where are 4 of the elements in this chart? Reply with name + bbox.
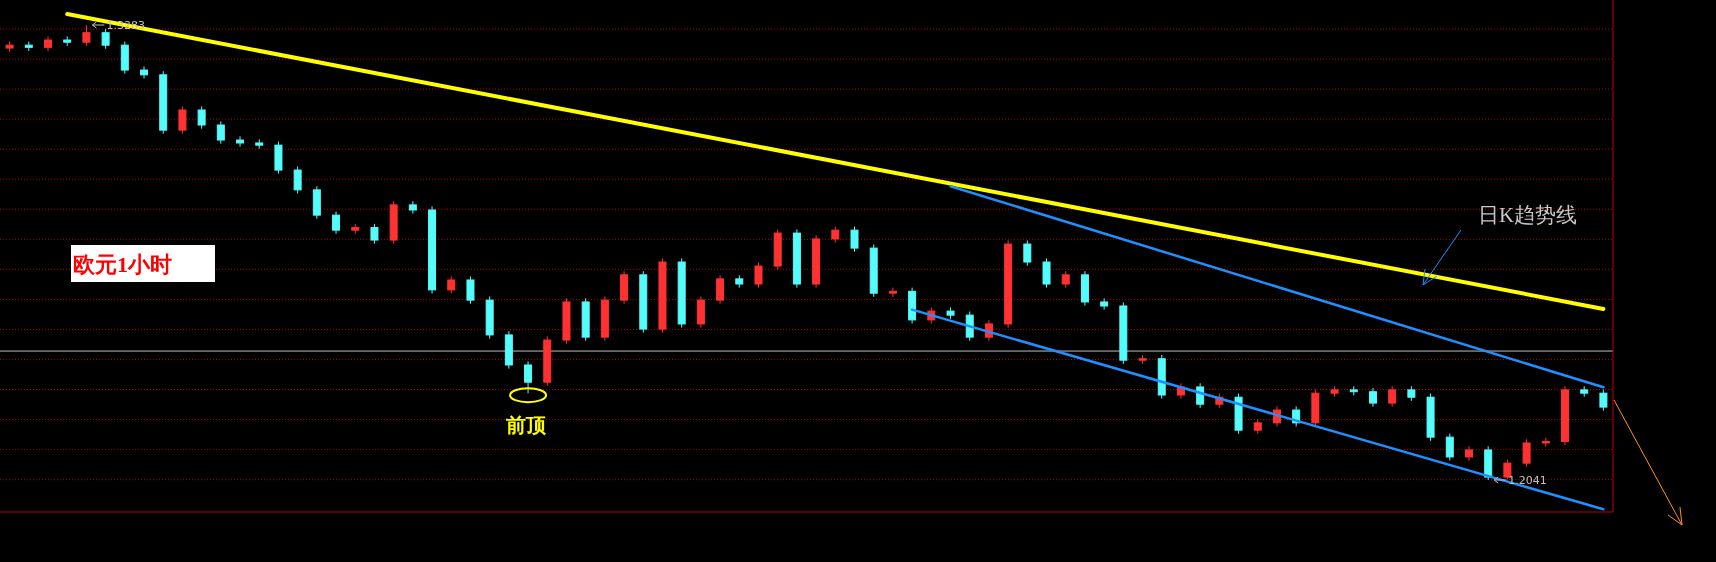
annotation: 欧元1小时 (73, 252, 172, 277)
annotation: 日K趋势线 (1478, 203, 1578, 227)
annotation: 前顶 (505, 414, 548, 436)
annotation: 1.2041 (1508, 473, 1547, 487)
